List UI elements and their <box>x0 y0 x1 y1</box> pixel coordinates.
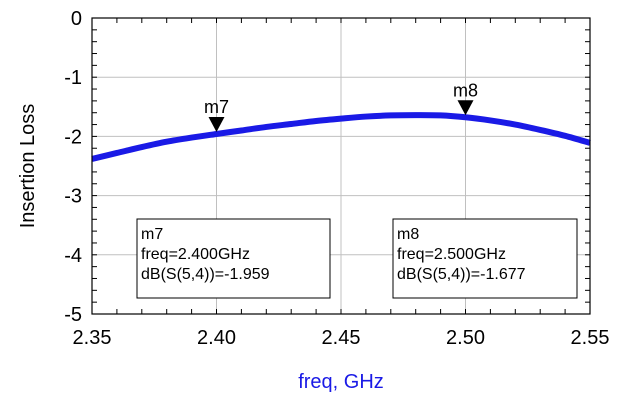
x-tick-label: 2.55 <box>571 327 610 349</box>
x-tick-label: 2.35 <box>73 327 112 349</box>
marker-m8-readout-box <box>392 218 578 299</box>
series-layer <box>91 112 591 162</box>
marker-m8-triangle <box>457 100 474 116</box>
y-tick-label: -2 <box>64 126 82 148</box>
plot-frame <box>91 17 591 315</box>
insertion-loss-series-line <box>91 112 591 162</box>
x-tick-label: 2.45 <box>322 327 361 349</box>
x-tick-label: 2.50 <box>446 327 485 349</box>
y-tick-label: -3 <box>64 186 82 208</box>
marker-m7-triangle <box>208 116 225 132</box>
y-tick-label: -4 <box>64 245 82 267</box>
y-axis-title: Insertion Loss <box>17 104 39 229</box>
marker-m7-readout-line: m7 <box>141 226 163 243</box>
marker-m8-readout-line: m8 <box>397 226 419 243</box>
minor-ticks <box>92 18 590 314</box>
marker-m7-readout-line: freq=2.400GHz <box>141 246 250 263</box>
marker-m8-readout-line: dB(S(5,4))=-1.677 <box>397 266 526 283</box>
marker-m7-readout-box <box>136 218 331 299</box>
x-tick-label: 2.40 <box>197 327 236 349</box>
marker-m7-label: m7 <box>204 97 229 117</box>
marker-layer: m7 m8 <box>204 80 478 132</box>
y-tick-label: 0 <box>71 8 82 30</box>
x-axis-title: freq, GHz <box>298 371 384 393</box>
y-tick-label: -1 <box>64 67 82 89</box>
tick-labels: 2.35 2.40 2.45 2.50 2.55 0 -1 -2 -3 -4 -5 <box>64 8 609 349</box>
marker-m7-readout-line: dB(S(5,4))=-1.959 <box>141 266 270 283</box>
y-tick-label: -5 <box>64 304 82 326</box>
marker-readout-layer: m7 freq=2.400GHz dB(S(5,4))=-1.959 m8 freq=2… <box>136 218 578 299</box>
marker-m8-readout-line: freq=2.500GHz <box>397 246 506 263</box>
marker-m8-label: m8 <box>453 80 478 100</box>
